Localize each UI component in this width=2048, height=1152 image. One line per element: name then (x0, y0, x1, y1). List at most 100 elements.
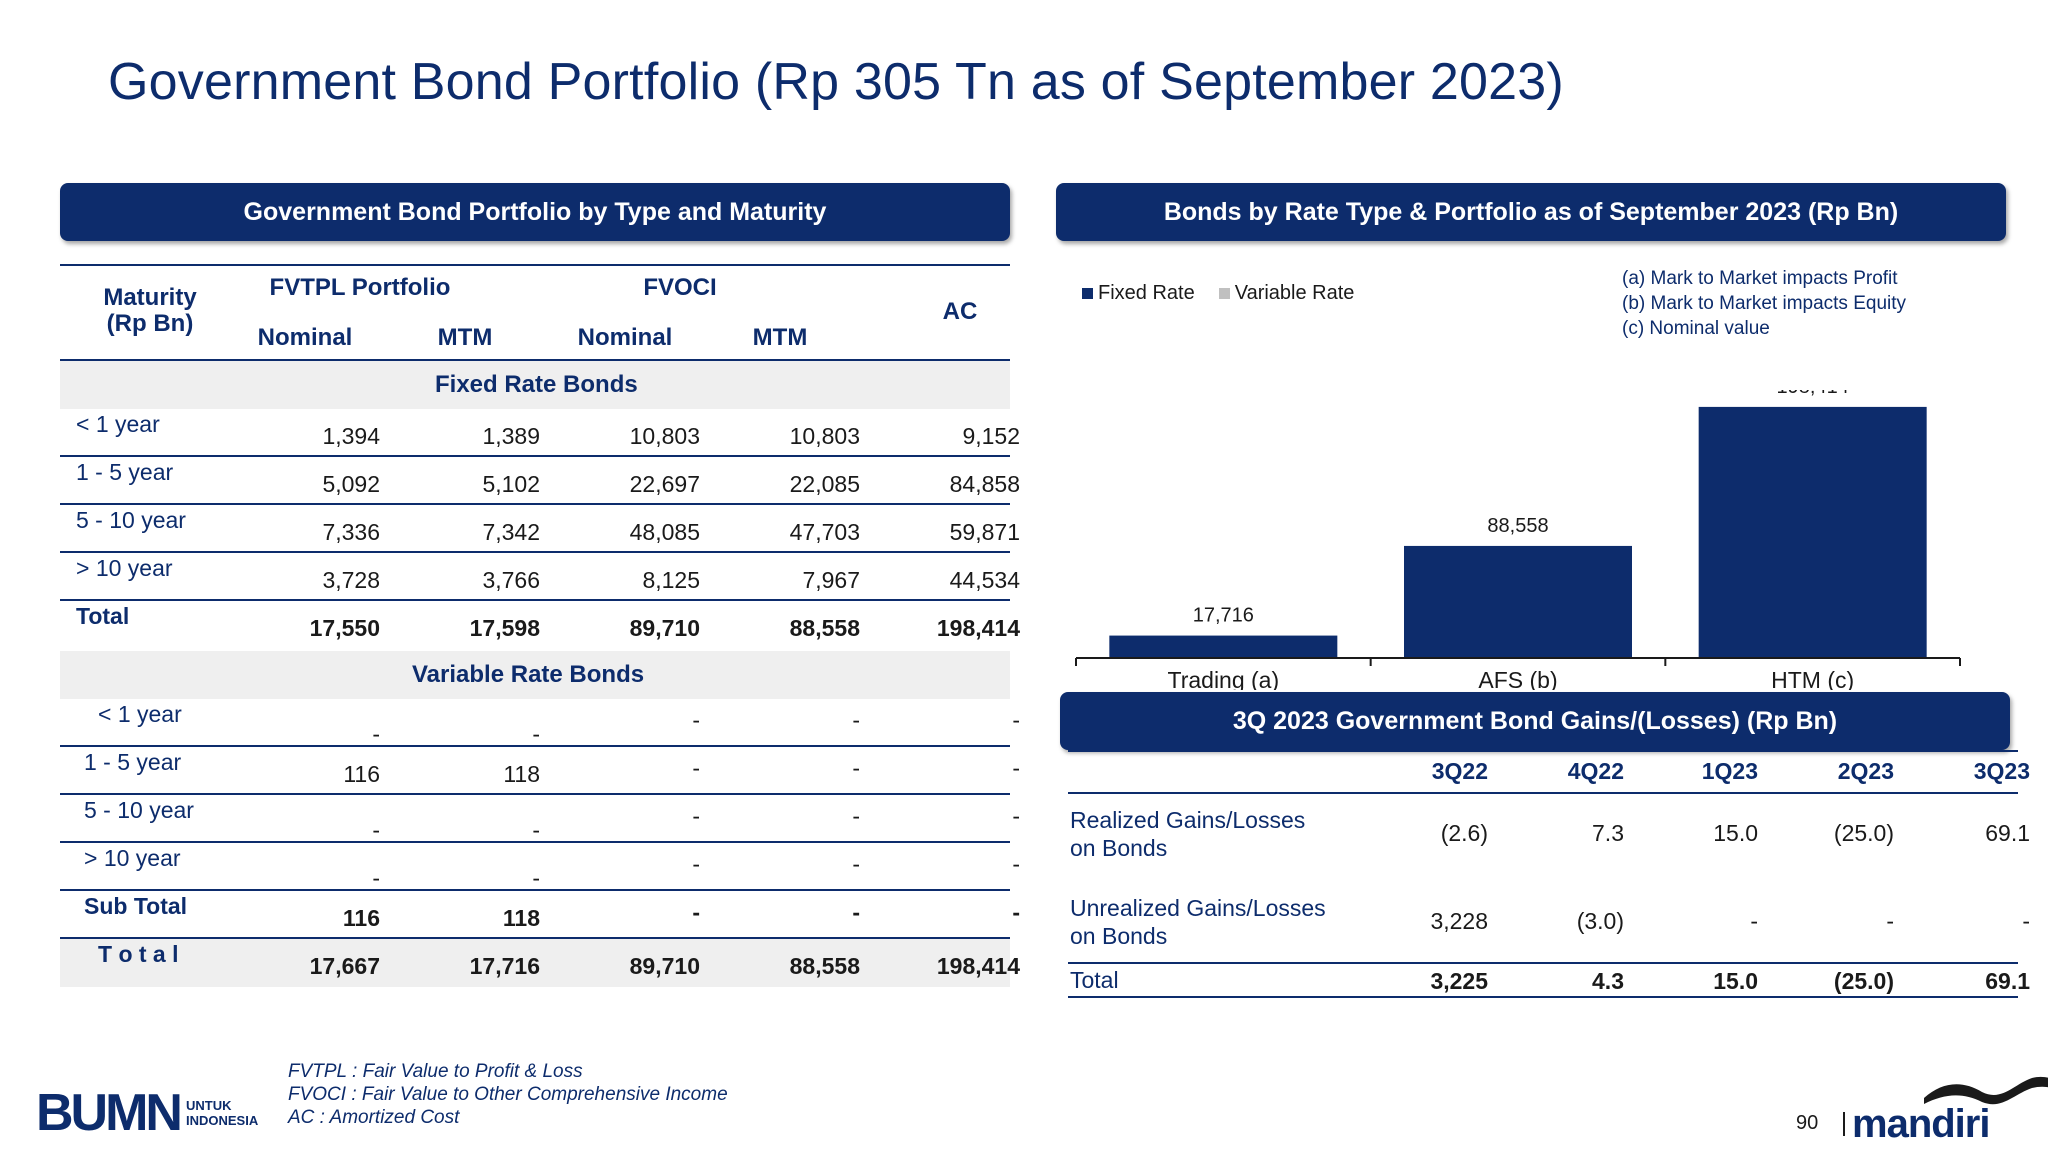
cell-value: 88,558 (789, 953, 860, 979)
cell-value: 118 (503, 761, 540, 787)
bumn-logo-line2: INDONESIA (185, 1113, 259, 1128)
cell-value: 116 (343, 761, 380, 787)
chart-notes: (a) Mark to Market impacts Profit (b) Ma… (1622, 266, 1906, 341)
page-number: 90 (1796, 1112, 1819, 1134)
table-row: 1 - 5 year 5,092 5,102 22,697 22,085 84,858 (60, 457, 1020, 505)
header-rule (60, 359, 1010, 361)
total-value: (25.0) (1833, 968, 1894, 994)
fixed-rate-title: Fixed Rate Bonds (435, 371, 638, 398)
col-header-4q22: 4Q22 (1567, 758, 1624, 784)
cell-value: 69.1 (1985, 820, 2030, 846)
row-label-cont: on Bonds (1070, 835, 1168, 861)
cell-value: 5,102 (482, 471, 540, 497)
bumn-logo-line1: UNTUK (185, 1098, 232, 1113)
cell-value: 7.3 (1592, 820, 1624, 846)
page-title: Government Bond Portfolio (Rp 305 Tn as … (108, 53, 1564, 111)
cell-value: 89,710 (629, 615, 700, 641)
bumn-logo: BUMN UNTUK INDONESIA (36, 1084, 259, 1142)
cell-value: 3,766 (482, 567, 540, 593)
cell-value: (3.0) (1576, 908, 1624, 934)
cell-value: - (852, 899, 860, 925)
table-row: < 1 year - - - - - (60, 699, 1020, 747)
row-label: Realized Gains/Losses (1070, 807, 1306, 833)
table-row: > 10 year 3,728 3,766 8,125 7,967 44,534 (60, 553, 1020, 601)
cell-value: - (1012, 755, 1020, 781)
col-fvtpl-mtm: MTM (437, 324, 493, 351)
cell-value: - (692, 707, 700, 733)
row-rule (60, 455, 1010, 457)
cell-value: - (692, 755, 700, 781)
cell-value: - (692, 899, 700, 925)
chart-legend: Fixed Rate Variable Rate (1082, 282, 1354, 305)
cell-value: - (372, 865, 380, 891)
cell-value: - (532, 817, 540, 843)
tick-label-0: Trading (a) (1168, 667, 1280, 690)
cell-value: 1,389 (482, 423, 540, 449)
row-label-cont: on Bonds (1070, 923, 1168, 949)
col-header-1q23: 1Q23 (1701, 758, 1758, 784)
row-rule (60, 745, 1010, 747)
legend-item-fixed: Fixed Rate (1082, 282, 1195, 305)
footnote-fvtpl: FVTPL : Fair Value to Profit & Loss (288, 1061, 583, 1082)
cell-value: 89,710 (629, 953, 700, 979)
row-label: > 10 year (84, 845, 181, 871)
cell-value: 48,085 (629, 519, 700, 545)
right-panel-header: Bonds by Rate Type & Portfolio as of Sep… (1056, 183, 2006, 241)
row-rule (60, 503, 1010, 505)
cell-value: (25.0) (1833, 820, 1894, 846)
cell-value: - (2022, 908, 2030, 934)
cell-value: 10,803 (789, 423, 860, 449)
fvtpl-group-header: FVTPL Portfolio (269, 274, 451, 301)
bar-2 (1698, 406, 1927, 658)
portfolio-bar-chart: 17,716 Trading (a) 88,558 AFS (b) 198,414 HTM… (1075, 390, 1961, 690)
row-label: > 10 year (76, 555, 173, 581)
gains-header-rule (1068, 792, 2018, 794)
total-value: 3,225 (1430, 968, 1488, 994)
total-value: 4.3 (1592, 968, 1624, 994)
cell-value: 44,534 (949, 567, 1020, 593)
table-row: > 10 year - - - - - (60, 843, 1020, 891)
cell-value: - (852, 707, 860, 733)
row-label: Sub Total (84, 893, 188, 919)
note-c: (c) Nominal value (1622, 318, 1770, 339)
table-row: 1 - 5 year 116 118 - - - (60, 747, 1020, 795)
footer-separator (1843, 1112, 1845, 1136)
cell-value: - (1012, 803, 1020, 829)
cell-value: 17,667 (309, 953, 380, 979)
cell-value: 17,550 (309, 615, 380, 641)
note-a: (a) Mark to Market impacts Profit (1622, 268, 1898, 289)
total-label: Total (1070, 967, 1119, 993)
cell-value: 17,716 (469, 953, 540, 979)
gains-bottom-rule (1068, 996, 2018, 998)
variable-rate-band: Variable Rate Bonds (60, 651, 1010, 699)
fixed-rate-band: Fixed Rate Bonds (60, 361, 1010, 409)
legend-item-variable: Variable Rate (1218, 282, 1354, 305)
gains-panel-header: 3Q 2023 Government Bond Gains/(Losses) (… (1060, 692, 2010, 750)
gains-total-top-rule (1068, 962, 2018, 964)
cell-value: 15.0 (1713, 820, 1758, 846)
table-row: 5 - 10 year - - - - - (60, 795, 1020, 843)
row-label: 5 - 10 year (84, 797, 194, 823)
cell-value: - (372, 817, 380, 843)
cell-value: 84,858 (949, 471, 1020, 497)
row-label: Total (76, 603, 130, 629)
cell-value: - (1886, 908, 1894, 934)
variable-rate-title: Variable Rate Bonds (412, 661, 645, 688)
cell-value: - (852, 851, 860, 877)
row-rule (60, 599, 1010, 601)
bumn-logo-mark: BUMN (36, 1084, 183, 1142)
col-fvoci-mtm: MTM (752, 324, 808, 351)
footnote-fvoci: FVOCI : Fair Value to Other Comprehensiv… (288, 1084, 728, 1105)
bar-1 (1404, 545, 1632, 658)
bond-maturity-table: Maturity (Rp Bn) FVTPL Portfolio FVOCI A… (60, 264, 1020, 996)
note-b: (b) Mark to Market impacts Equity (1622, 293, 1907, 314)
col-ac-header: AC (942, 298, 978, 325)
row-rule (60, 551, 1010, 553)
col-maturity-unit: (Rp Bn) (106, 310, 194, 337)
legend-swatch-fixed (1082, 288, 1093, 299)
mandiri-wordmark: mandiri (1852, 1102, 1990, 1146)
cell-value: 7,336 (322, 519, 380, 545)
table-top-rule (60, 264, 1010, 266)
col-header-3q22: 3Q22 (1431, 758, 1488, 784)
footnote-ac: AC : Amortized Cost (288, 1107, 460, 1128)
